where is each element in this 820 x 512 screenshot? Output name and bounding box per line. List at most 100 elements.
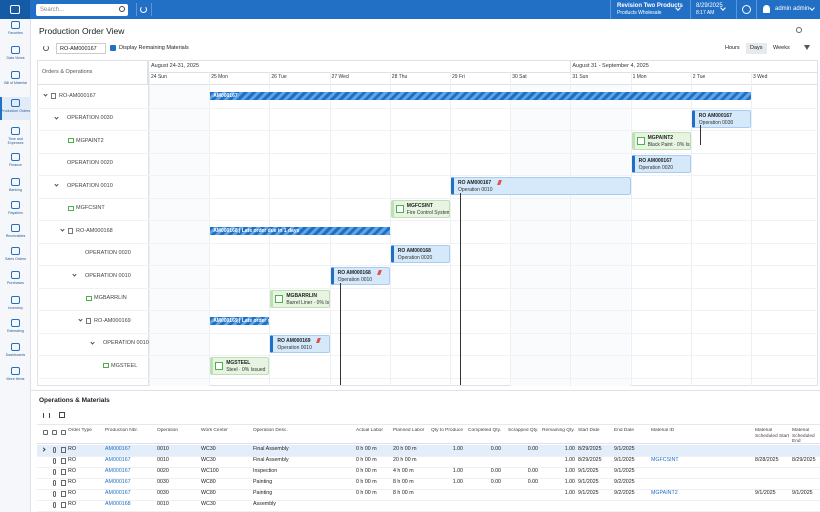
table-cell[interactable]: AM000167 (105, 479, 131, 485)
column-header[interactable]: Scrapped Qty. (508, 428, 539, 433)
sidebar-label[interactable]: Estimating (7, 329, 24, 333)
table-cell: WC30 (201, 501, 216, 507)
sidebar-label[interactable]: Bill of Material (4, 81, 27, 85)
tree-label[interactable]: OPERATION 0030 (67, 115, 113, 122)
sidebar-icon (11, 71, 20, 79)
table-cell[interactable]: AM000168 (105, 501, 131, 507)
column-header[interactable]: Actual Labor (356, 428, 383, 433)
material-bar[interactable]: MGFCSINT Fire Control System (390, 199, 450, 218)
operation-bar[interactable]: RO AM000169 Operation 0010 (270, 334, 330, 353)
operation-bar[interactable]: RO AM000167 Operation 0010 (451, 177, 631, 196)
sidebar-label[interactable]: Dashboards (5, 353, 26, 357)
table-cell[interactable]: MGPAINT2 (651, 490, 678, 496)
column-header[interactable]: Planned Labor (393, 428, 425, 433)
column-header[interactable]: Work Center (201, 428, 228, 433)
sidebar-icon (11, 247, 20, 255)
gantt-border (37, 60, 818, 386)
table-cell[interactable]: AM000167 (105, 446, 131, 452)
checkbox[interactable] (110, 45, 116, 51)
sidebar-label[interactable]: Banking (9, 188, 22, 192)
branch-name[interactable]: Products Wholesale (617, 10, 662, 16)
week-row-line (148, 72, 818, 73)
sidebar-label[interactable]: Receivables (5, 234, 26, 238)
column-header[interactable]: Material Scheduled Start (755, 428, 790, 439)
tree-label[interactable]: OPERATION 0010 (103, 340, 149, 347)
time[interactable]: 8:17 AM (696, 10, 715, 16)
tree-label[interactable]: OPERATION 0010 (67, 182, 113, 189)
date[interactable]: 8/29/2025 (696, 3, 723, 9)
tree-label[interactable]: OPERATION 0020 (67, 160, 113, 167)
table-cell: 8 h 00 m (393, 479, 414, 485)
column-header[interactable]: Operation (157, 428, 179, 433)
table-cell[interactable]: AM000167 (105, 468, 131, 474)
operation-bar[interactable]: RO AM000167 Operation 0020 (631, 154, 691, 173)
table-cell[interactable]: AM000167 (105, 490, 131, 496)
settings-icon[interactable] (796, 27, 802, 33)
operation-bar[interactable]: RO AM000168 Operation 0010 (330, 267, 390, 286)
view-button[interactable]: Hours (725, 45, 740, 51)
view-button[interactable]: Days (746, 43, 767, 54)
column-header[interactable]: Operation Desc. (253, 428, 288, 433)
operation-bar[interactable]: RO AM000167 Operation 0030 (691, 109, 751, 128)
sidebar-label[interactable]: Finance (9, 163, 22, 167)
note-icon (61, 491, 66, 497)
sidebar-label[interactable]: Inventory (8, 306, 23, 310)
filter-icon[interactable] (804, 45, 810, 50)
column-header[interactable]: Remaining Qty. (542, 428, 575, 433)
tree-label[interactable]: RO-AM000167 (59, 92, 96, 99)
summary-bar[interactable]: AM000168 | Late order due in 1 days (210, 227, 390, 236)
column-header[interactable]: Production Nbr. (105, 428, 139, 433)
tree-label[interactable]: RO-AM000168 (76, 227, 113, 234)
weekend-shade (510, 85, 571, 386)
sidebar-label[interactable]: Favorites (8, 31, 23, 35)
tree-label[interactable]: RO-AM000169 (94, 317, 131, 324)
column-header[interactable]: Material ID (651, 428, 675, 433)
tree-label[interactable]: OPERATION 0010 (85, 272, 131, 279)
panel-title: Operations & Materials (39, 397, 110, 404)
export-icon[interactable] (59, 412, 65, 418)
checkbox-label[interactable]: Display Remaining Materials (119, 45, 189, 51)
operation-bar[interactable]: RO AM000168 Operation 0020 (390, 244, 450, 263)
refresh-button[interactable] (136, 3, 152, 16)
tree-label[interactable]: MGFCSINT (76, 205, 105, 212)
tree-label[interactable]: MGPAINT2 (76, 137, 104, 144)
tree-label[interactable]: OPERATION 0020 (85, 250, 131, 257)
tree-label[interactable]: MGSTEEL (111, 362, 138, 369)
sidebar-label[interactable]: Purchases (7, 281, 24, 285)
view-button[interactable]: Weeks (773, 45, 790, 51)
company-name[interactable]: Revision Two Products (617, 3, 683, 9)
sidebar-label[interactable]: Payables (8, 211, 23, 215)
column-header[interactable]: Completed Qty. (468, 428, 501, 433)
table-cell: 8/29/2025 (578, 457, 602, 463)
table-cell: 1.00 (564, 479, 575, 485)
user-name[interactable]: admin admin (775, 6, 810, 12)
column-header[interactable]: End Date (614, 428, 635, 433)
alert-icon (497, 180, 502, 186)
summary-bar[interactable]: AM000169 | Late order due in 1 days (210, 317, 270, 326)
column-header[interactable]: Material Scheduled End (792, 428, 815, 444)
sidebar-label[interactable]: Data Views (6, 56, 25, 60)
sidebar-label[interactable]: Sales Orders (5, 257, 26, 261)
tree-label[interactable]: MGBARRLIN (94, 295, 127, 302)
table-cell[interactable]: MGFCSINT (651, 457, 679, 463)
fit-icon[interactable] (43, 413, 50, 418)
day-label: 28 Thu (391, 74, 408, 80)
sidebar-label[interactable]: Time and Expenses (7, 137, 24, 145)
summary-bar[interactable]: AM000167 (210, 92, 751, 101)
help-icon[interactable] (742, 5, 751, 14)
column-header[interactable]: Start Date (578, 428, 600, 433)
search-box[interactable]: Search... (36, 4, 128, 16)
refresh-icon[interactable] (43, 45, 49, 51)
order-input[interactable]: RO-AM000167 (56, 43, 106, 54)
bar-subtitle: Operation 0010 (458, 187, 493, 194)
table-cell: 0020 (157, 468, 169, 474)
column-header[interactable]: Order Type (68, 428, 92, 433)
sidebar-label[interactable]: More Items (6, 377, 25, 381)
table-cell[interactable]: AM000167 (105, 457, 131, 463)
column-header[interactable]: Qty to Produce (431, 428, 463, 433)
table-cell: WC80 (201, 479, 216, 485)
sidebar-label[interactable]: Production Orders (0, 109, 31, 113)
material-bar[interactable]: MGSTEEL Steel · 0% Issued (210, 357, 270, 376)
